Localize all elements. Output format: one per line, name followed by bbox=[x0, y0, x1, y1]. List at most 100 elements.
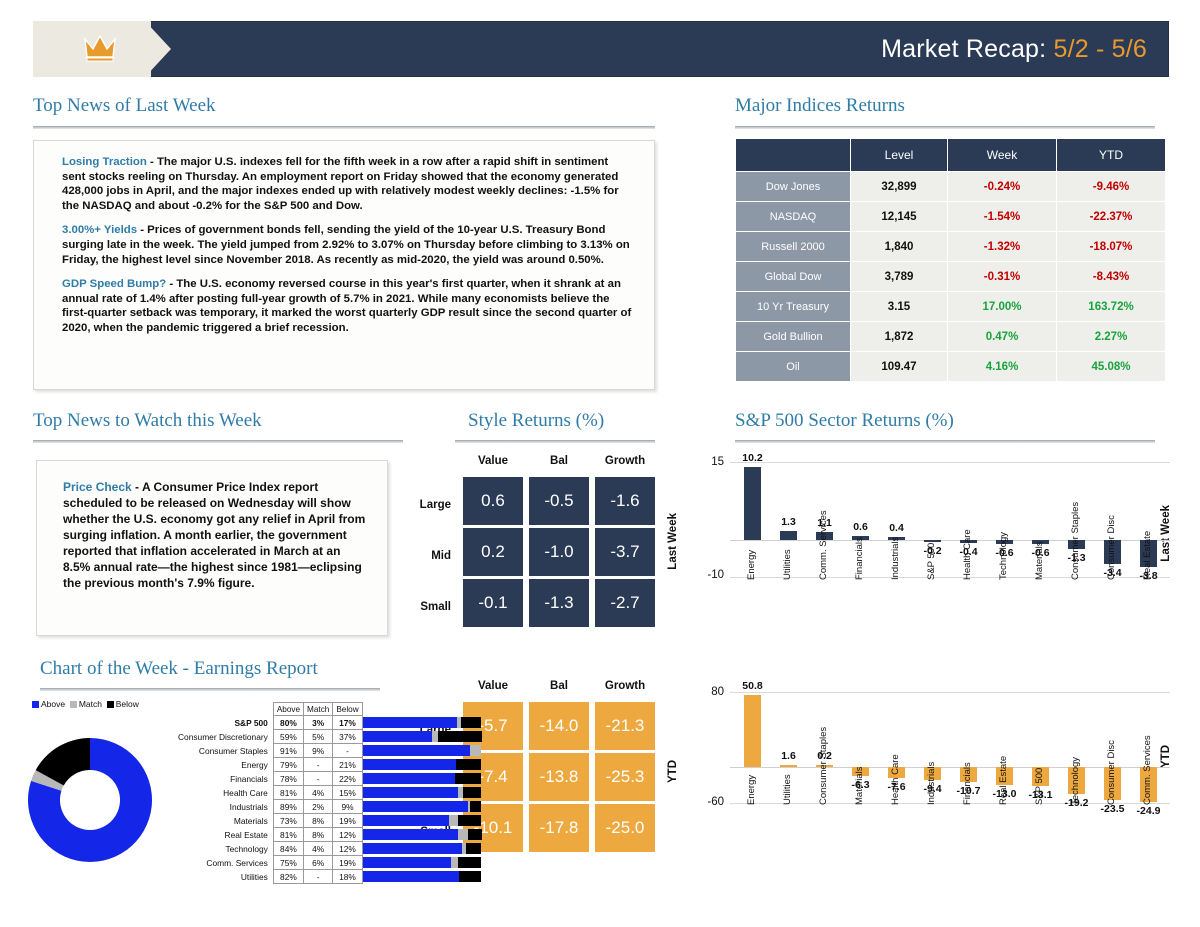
chart-bar bbox=[780, 530, 797, 540]
earnings-sector-name: Financials bbox=[230, 773, 268, 784]
col-blank bbox=[735, 138, 851, 172]
earnings-sector-name: Consumer Staples bbox=[198, 745, 268, 756]
heading-sector-returns: S&P 500 Sector Returns (%) bbox=[735, 410, 954, 431]
style-returns-last-week: Value Bal Growth Large Mid Small 0.6 -0.… bbox=[420, 455, 679, 645]
table-row: Financials 78% -22% bbox=[175, 771, 489, 786]
earnings-header-row: Above Match Below bbox=[175, 702, 489, 716]
index-ytd: 2.27% bbox=[1056, 321, 1166, 352]
earnings-bar-cell bbox=[362, 744, 489, 758]
chart-category-label: Technology bbox=[997, 531, 1009, 580]
chart-bar-label: -3.8 bbox=[1139, 570, 1158, 583]
bar-segment-above bbox=[362, 717, 458, 728]
table-row: Comm. Services 75% 6% 19% bbox=[175, 855, 489, 870]
news-lead: GDP Speed Bump? bbox=[62, 278, 167, 291]
index-ytd: 45.08% bbox=[1056, 351, 1166, 382]
index-name: Dow Jones bbox=[735, 171, 851, 202]
col-match: Match bbox=[303, 702, 334, 716]
table-row: Industrials 89% 2% 9% bbox=[175, 799, 489, 814]
earnings-match: 8% bbox=[303, 813, 334, 828]
chart-category-label: Real Estate bbox=[997, 755, 1009, 805]
chart-category-label: Energy bbox=[745, 774, 757, 805]
top-news-watch-box: Price Check - A Consumer Price Index rep… bbox=[36, 460, 388, 636]
chart-category-label: Industrials bbox=[925, 761, 937, 805]
style-cell: -17.8 bbox=[529, 804, 589, 852]
chart-category-label: Utilities bbox=[781, 774, 793, 805]
earnings-match: 3% bbox=[303, 715, 334, 730]
earnings-below: - bbox=[332, 743, 363, 758]
chart-category-label: Energy bbox=[745, 549, 757, 580]
news-item: 3.00%+ Yields - Prices of government bon… bbox=[62, 223, 634, 267]
earnings-above: 81% bbox=[272, 785, 305, 800]
index-ytd: -18.07% bbox=[1056, 231, 1166, 262]
rule-chart-of-week bbox=[40, 688, 380, 691]
chart-bar bbox=[960, 540, 977, 543]
chart-bar bbox=[1068, 767, 1085, 795]
bar-segment-below bbox=[454, 773, 481, 784]
earnings-match: 4% bbox=[303, 841, 334, 856]
chart-bar-label: 50.8 bbox=[742, 679, 763, 692]
chart-bar bbox=[996, 540, 1013, 545]
earnings-bar-cell bbox=[362, 800, 489, 814]
earnings-above: 59% bbox=[272, 729, 305, 744]
index-week: -0.31% bbox=[947, 261, 1057, 292]
style-cell: -2.7 bbox=[595, 579, 655, 627]
index-level: 32,899 bbox=[850, 171, 948, 202]
earnings-sector-name: Comm. Services bbox=[206, 857, 268, 868]
index-name: Oil bbox=[735, 351, 851, 382]
table-row: Consumer Staples 91% 9% - bbox=[175, 743, 489, 758]
earnings-below: 12% bbox=[332, 841, 363, 856]
rule-sector-returns bbox=[735, 440, 1155, 443]
chart-bar-label: -0.6 bbox=[995, 547, 1014, 560]
index-level: 109.47 bbox=[850, 351, 948, 382]
col-above: Above bbox=[272, 702, 305, 716]
table-row: Russell 2000 1,840 -1.32% -18.07% bbox=[735, 231, 1166, 262]
heading-style-returns: Style Returns (%) bbox=[468, 410, 605, 431]
earnings-sector-name: Health Care bbox=[223, 787, 268, 798]
earnings-above: 75% bbox=[272, 855, 305, 870]
index-level: 1,872 bbox=[850, 321, 948, 352]
chart-category-label: Consumer Staples bbox=[817, 726, 829, 805]
earnings-below: 21% bbox=[332, 757, 363, 772]
chart-bar bbox=[1140, 540, 1157, 568]
chart-bar-label: -23.5 bbox=[1100, 803, 1125, 816]
sector-side-label-last-week: Last Week bbox=[1160, 505, 1172, 562]
table-row: S&P 500 80% 3% 17% bbox=[175, 715, 489, 730]
table-header-row: Level Week YTD bbox=[735, 138, 1166, 172]
legend-swatch-below-icon bbox=[106, 701, 114, 708]
bar-segment-above bbox=[362, 857, 452, 868]
chart-bar-label: -10.7 bbox=[956, 785, 981, 798]
earnings-bar-cell bbox=[362, 870, 489, 884]
chart-bar-label: -7.6 bbox=[887, 780, 906, 793]
col-level: Level bbox=[850, 138, 948, 172]
style-cell: -1.6 bbox=[595, 477, 655, 525]
bar-segment-below bbox=[466, 843, 481, 854]
index-ytd: 163.72% bbox=[1056, 291, 1166, 322]
news-lead: Price Check bbox=[63, 480, 132, 494]
legend-swatch-match-icon bbox=[69, 701, 77, 708]
chart-bar-label: -6.3 bbox=[851, 778, 870, 791]
bar-segment-above bbox=[362, 787, 459, 798]
table-row: Energy 79% -21% bbox=[175, 757, 489, 772]
legend-label-match: Match bbox=[78, 699, 102, 709]
bar-segment-above bbox=[362, 829, 459, 840]
chart-zero-line bbox=[730, 540, 1170, 541]
index-name: NASDAQ bbox=[735, 201, 851, 232]
index-level: 3,789 bbox=[850, 261, 948, 292]
chart-category-label: Industrials bbox=[889, 536, 901, 580]
table-row: Health Care 81% 4% 15% bbox=[175, 785, 489, 800]
bar-segment-match bbox=[470, 745, 481, 756]
earnings-below: 37% bbox=[332, 729, 363, 744]
table-row: Consumer Discretionary 59% 5% 37% bbox=[175, 729, 489, 744]
chart-bar-label: 1.6 bbox=[781, 749, 796, 762]
news-item: Losing Traction - The major U.S. indexes… bbox=[62, 155, 634, 213]
index-week: 4.16% bbox=[947, 351, 1057, 382]
donut-segment-below bbox=[35, 738, 90, 786]
bar-segment-below bbox=[455, 759, 481, 770]
chart-category-label: Health Care bbox=[961, 529, 973, 580]
chart-bar-label: -13.1 bbox=[1028, 788, 1053, 801]
header-bar bbox=[131, 21, 1169, 77]
index-week: -1.32% bbox=[947, 231, 1057, 262]
crown-icon bbox=[84, 34, 116, 62]
chart-bar-label: -1.3 bbox=[1067, 552, 1086, 565]
rule-top-news-watch bbox=[33, 440, 403, 443]
